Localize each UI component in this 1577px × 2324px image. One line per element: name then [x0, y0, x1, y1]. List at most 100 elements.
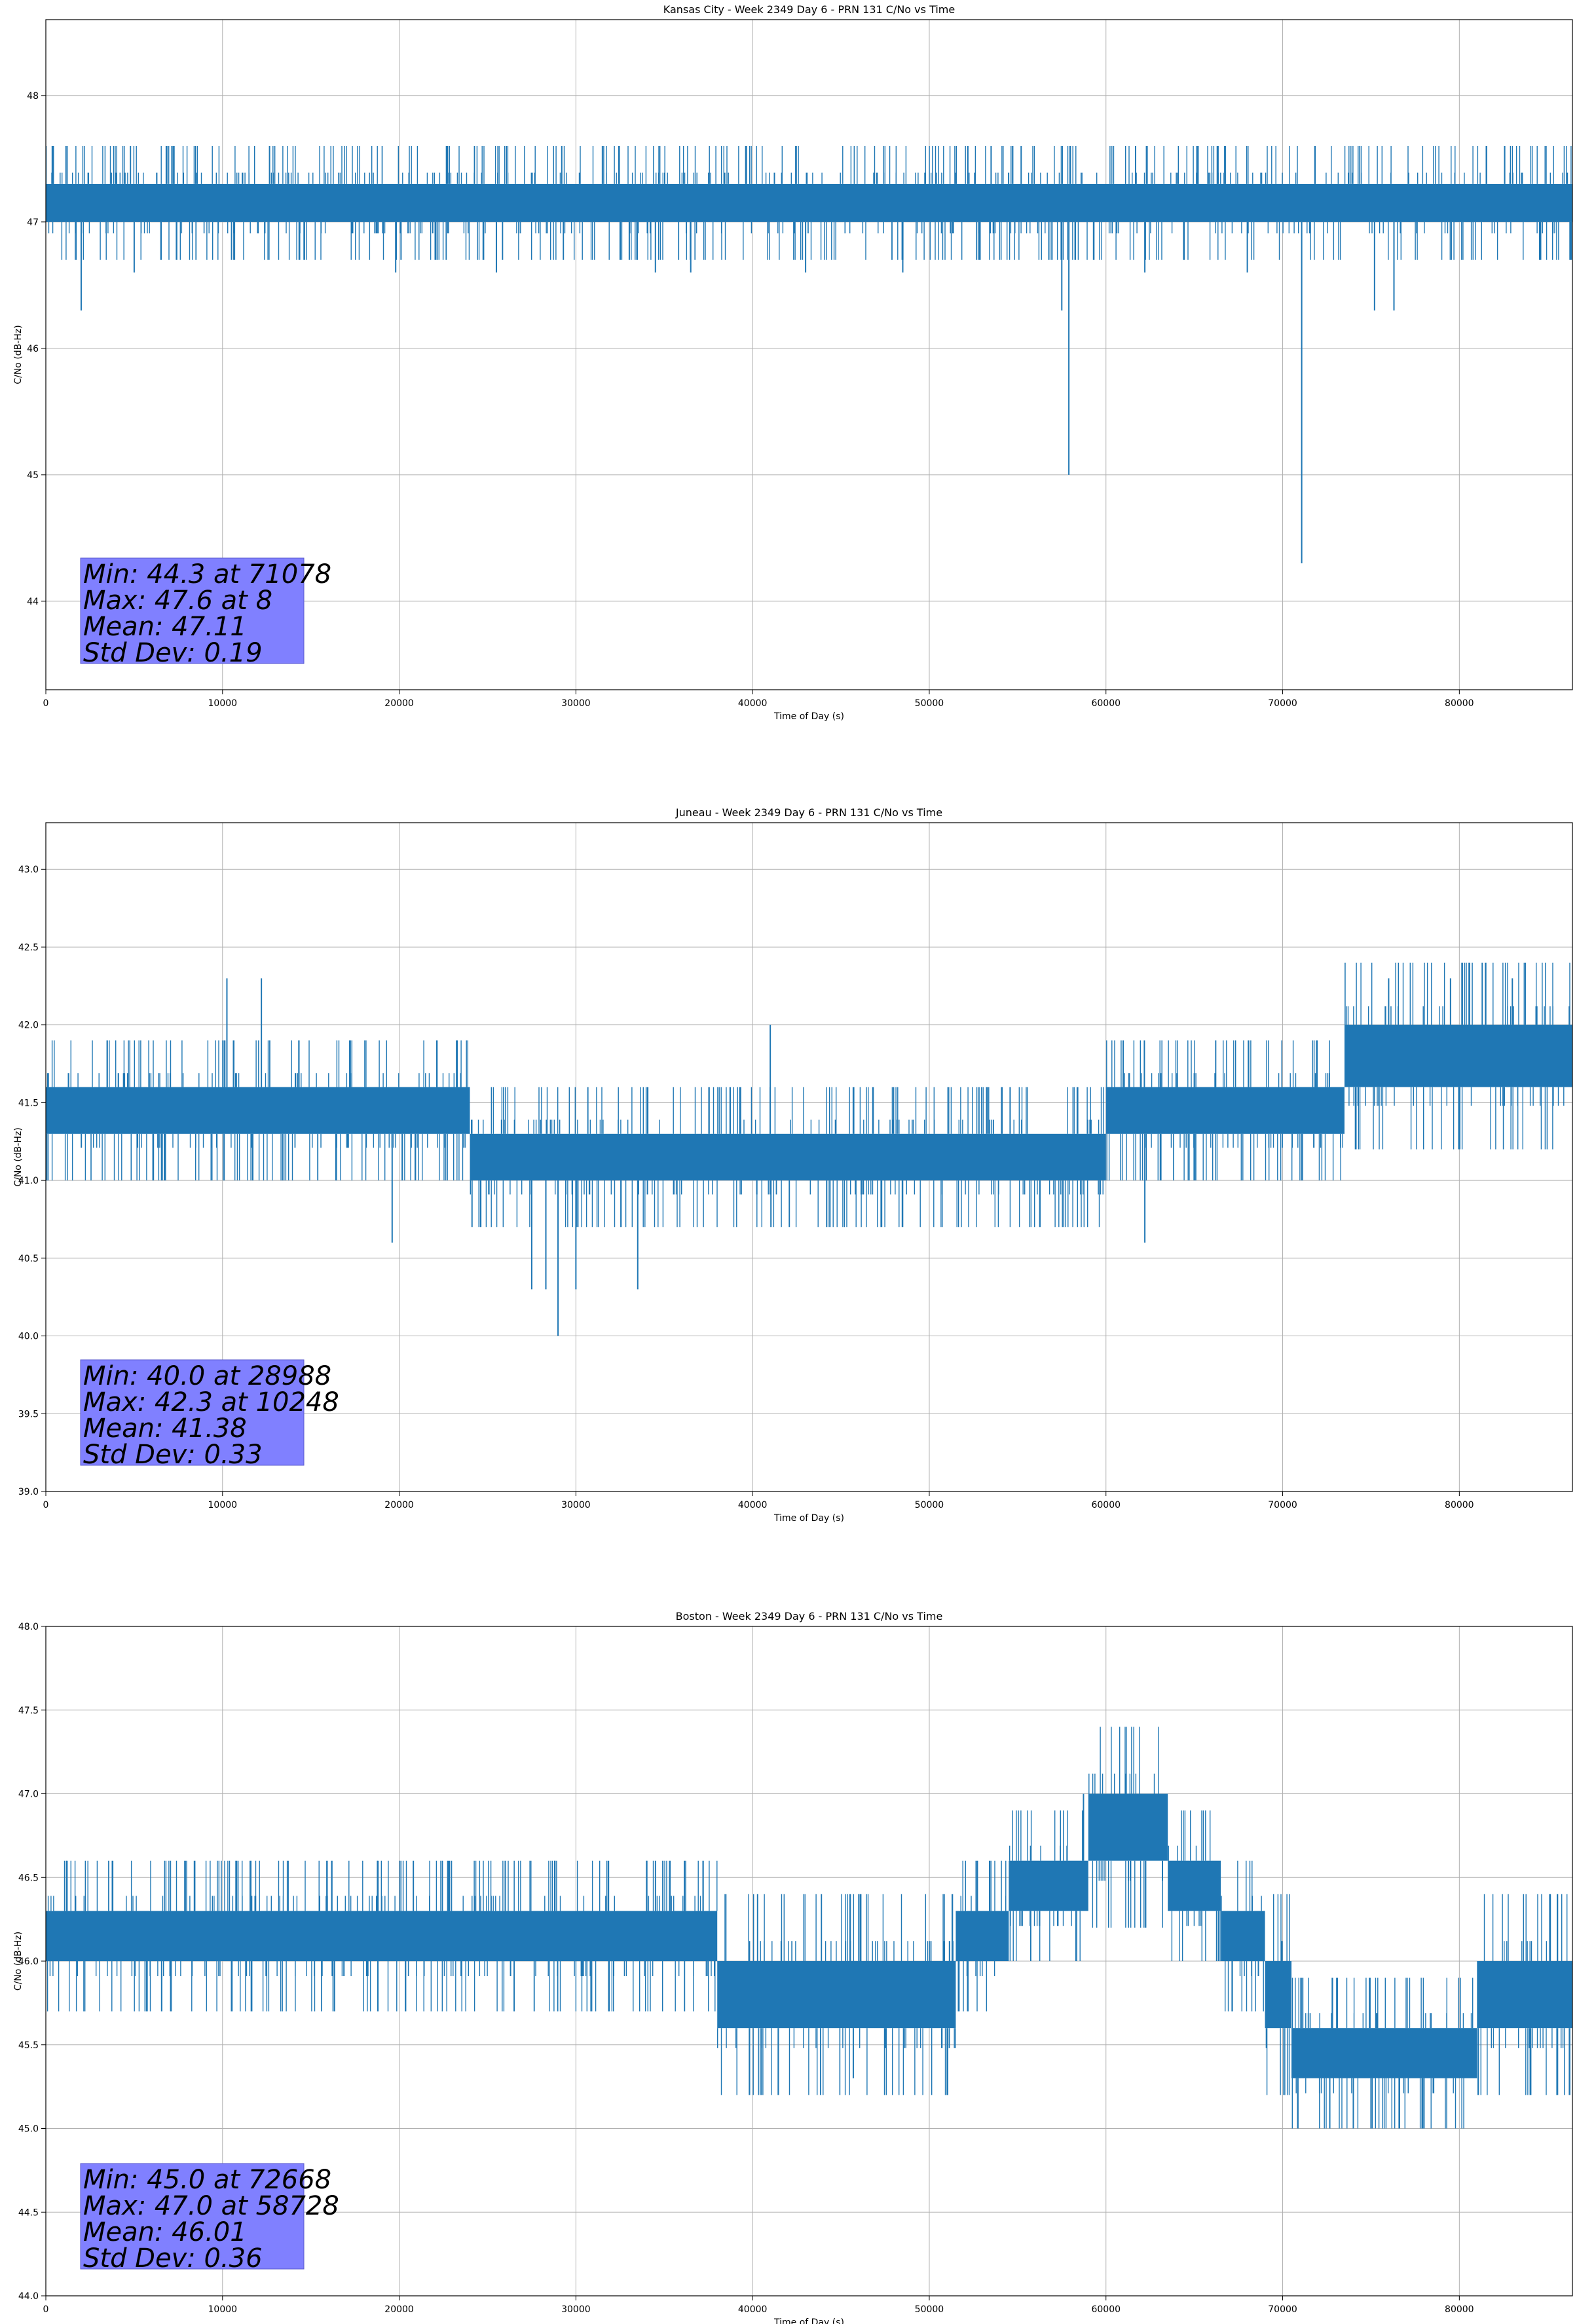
chart-2-y-tick-label: 45.0 [18, 2124, 39, 2135]
chart-0-x-tick-label: 30000 [561, 698, 591, 709]
chart-1-stats-line: Max: 42.3 at 10248 [83, 1387, 339, 1417]
chart-0-x-tick-label: 20000 [384, 698, 414, 709]
chart-0-series [46, 146, 1572, 563]
chart-1: 0 10000 20000 30000 40000 50000 60000 70000 8000… [13, 3, 1573, 722]
chart-0-stats-line: Max: 47.6 at 8 [83, 586, 272, 616]
chart-3: 0 10000 20000 30000 40000 50000 60000 70000 8000… [13, 1610, 1573, 2324]
chart-2-series-band [1009, 1860, 1088, 1911]
chart-1-x-tick-label: 30000 [561, 1500, 591, 1510]
chart-2-stats-box [80, 2163, 305, 2270]
chart-0-axes-frame [45, 19, 1573, 690]
chart-2-x-axis-label: Time of Day (s) [773, 2317, 844, 2324]
chart-0-x-tick-label: 70000 [1268, 698, 1297, 709]
chart-1-y-tick-label: 41.0 [18, 1176, 39, 1186]
chart-1-stats-box [80, 1359, 305, 1466]
chart-0-y-axis-label: C/No (dB-Hz) [13, 325, 24, 384]
chart-0-y-tick-label: 48 [27, 91, 39, 102]
chart-1-y-tick-label: 41.5 [18, 1098, 39, 1108]
chart-1-x-tick-label: 80000 [1445, 1500, 1474, 1510]
chart-2-series-band [1477, 1961, 1572, 2029]
chart-1-series-band [1344, 1024, 1572, 1087]
chart-2-series-band [46, 1911, 718, 1961]
chart-0-series-band [46, 183, 1572, 222]
chart-1-series [46, 962, 1572, 1336]
chart-1-x-tick-label: 50000 [915, 1500, 944, 1510]
chart-0-x-tick-label: 50000 [915, 698, 944, 709]
chart-1-y-tick-label: 40.0 [18, 1332, 39, 1342]
chart-2-x-tick-label: 70000 [1268, 2304, 1297, 2315]
chart-2-x-tick-label: 20000 [384, 2304, 414, 2315]
chart-0-stats-box [80, 557, 305, 664]
chart-1-x-tick-label: 60000 [1091, 1500, 1121, 1510]
chart-1-x-tick-label: 20000 [384, 1500, 414, 1510]
chart-2-series-band [1168, 1860, 1221, 1911]
chart-1-y-tick-label: 42.5 [18, 943, 39, 953]
chart-1-series-line [46, 962, 1570, 1228]
chart-2-y-tick-label: 46.5 [18, 1873, 39, 1883]
chart-2-series-band [1291, 2028, 1477, 2078]
chart-2-series-band [1088, 1793, 1168, 1861]
chart-1-axes-frame [45, 822, 1573, 1492]
chart-2-series-band [955, 1911, 1009, 1961]
chart-2-stats-line: Max: 47.0 at 58728 [83, 2191, 339, 2221]
chart-1-stats-line: Std Dev: 0.33 [83, 1440, 263, 1470]
chart-2-x-tick-label: 80000 [1445, 2304, 1474, 2315]
chart-1-stats-line: Mean: 41.38 [83, 1414, 247, 1444]
chart-0-stats-line: Mean: 47.11 [83, 612, 247, 642]
chart-1-stats-line: Min: 40.0 at 28988 [83, 1361, 331, 1391]
chart-2-y-tick-label: 48.0 [18, 1622, 39, 1632]
chart-2-y-tick-label: 47.0 [18, 1790, 39, 1800]
chart-1-x-tick-label: 70000 [1268, 1500, 1297, 1510]
chart-0-y-tick-label: 46 [27, 344, 39, 354]
chart-1-x-tick-label: 10000 [208, 1500, 238, 1510]
chart-1-title: Juneau - Week 2349 Day 6 - PRN 131 C/No … [675, 806, 942, 819]
chart-0-stats-line: Std Dev: 0.19 [83, 638, 263, 668]
chart-0-x-tick-label: 60000 [1091, 698, 1121, 709]
chart-2-series-line [46, 1727, 1570, 2129]
chart-1-y-tick-label: 42.0 [18, 1021, 39, 1031]
chart-1-y-tick-label: 39.5 [18, 1409, 39, 1419]
chart-2-stats-line: Std Dev: 0.36 [83, 2243, 263, 2274]
chart-0-x-tick-label: 0 [43, 698, 49, 709]
chart-0-x-axis-label: Time of Day (s) [773, 711, 844, 722]
chart-2: 0 10000 20000 30000 40000 50000 60000 70000 8000… [13, 806, 1573, 1524]
chart-0-x-tick-label: 80000 [1445, 698, 1474, 709]
chart-2-y-tick-label: 44.5 [18, 2207, 39, 2218]
chart-1-y-tick-label: 39.0 [18, 1487, 39, 1497]
chart-1-x-tick-label: 40000 [738, 1500, 768, 1510]
chart-2-y-tick-label: 45.5 [18, 2040, 39, 2051]
chart-2-stats-line: Min: 45.0 at 72668 [83, 2165, 331, 2195]
chart-1-y-axis-label: C/No (dB-Hz) [13, 1127, 24, 1186]
chart-0-y-tick-label: 45 [27, 470, 39, 481]
chart-2-series-band [717, 1961, 956, 2029]
chart-2-y-tick-label: 44.0 [18, 2291, 39, 2302]
chart-1-series-band [1105, 1087, 1345, 1134]
chart-2-x-tick-label: 40000 [738, 2304, 768, 2315]
chart-0-y-tick-label: 44 [27, 597, 39, 607]
chart-1-x-tick-label: 0 [43, 1500, 49, 1510]
chart-2-x-tick-label: 60000 [1091, 2304, 1121, 2315]
chart-2-series-band [1221, 1911, 1265, 1961]
chart-2-y-tick-label: 47.5 [18, 1706, 39, 1716]
chart-2-x-tick-label: 10000 [208, 2304, 238, 2315]
chart-1-series-band [470, 1133, 1106, 1181]
chart-0-y-tick-label: 47 [27, 217, 39, 228]
chart-2-stats-line: Mean: 46.01 [83, 2217, 247, 2247]
chart-2-x-tick-label: 50000 [915, 2304, 944, 2315]
chart-2-series [46, 1727, 1572, 2129]
chart-2-title: Boston - Week 2349 Day 6 - PRN 131 C/No … [676, 1610, 943, 1622]
chart-1-x-axis-label: Time of Day (s) [773, 1513, 844, 1524]
chart-2-y-tick-label: 46.0 [18, 1957, 39, 1967]
chart-2-series-band [1265, 1961, 1292, 2029]
chart-2-x-tick-label: 0 [43, 2304, 49, 2315]
chart-0-x-tick-label: 40000 [738, 698, 768, 709]
chart-1-series-band [46, 1087, 470, 1134]
chart-1-y-tick-label: 43.0 [18, 865, 39, 875]
chart-0-x-tick-label: 10000 [208, 698, 238, 709]
chart-2-y-axis-label: C/No (dB-Hz) [13, 1932, 24, 1991]
chart-1-y-tick-label: 40.5 [18, 1254, 39, 1264]
chart-0-title: Kansas City - Week 2349 Day 6 - PRN 131 … [663, 3, 955, 16]
chart-0-stats-line: Min: 44.3 at 71078 [83, 559, 331, 590]
chart-2-x-tick-label: 30000 [561, 2304, 591, 2315]
